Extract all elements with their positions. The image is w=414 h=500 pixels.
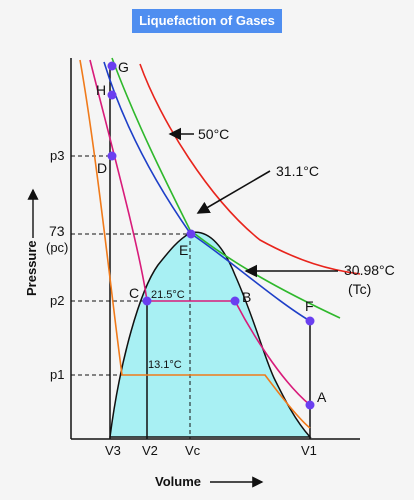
tick-p1-label: p1	[50, 367, 64, 382]
isotherm-tc-label: (Tc)	[348, 281, 371, 297]
isotherm-13-1-curve	[79, 59, 311, 429]
tick-v2-label: V2	[142, 443, 158, 458]
point-a-label: A	[317, 389, 327, 405]
isotherm-50-curve	[139, 63, 361, 275]
two-phase-region	[109, 231, 312, 438]
tick-p2-label: p2	[50, 293, 64, 308]
y-axis-title: Pressure	[24, 240, 39, 296]
point-h-marker	[107, 90, 117, 100]
point-c-marker	[142, 296, 152, 306]
isotherm-21-5-curve	[89, 59, 311, 406]
title-banner: Liquefaction of Gases	[132, 9, 282, 33]
point-f-marker	[305, 316, 315, 326]
point-b-label: B	[242, 289, 251, 305]
isotherm-21-5-label: 21.5°C	[151, 289, 185, 301]
point-e-marker	[186, 229, 196, 239]
point-g-marker	[107, 61, 117, 71]
point-d-marker	[107, 151, 117, 161]
point-h-label: H	[96, 82, 106, 98]
tick-v1-label: V1	[301, 443, 317, 458]
isotherm-13-1-label: 13.1°C	[148, 359, 182, 371]
isotherm-31-1-label: 31.1°C	[276, 163, 319, 179]
point-f-label: F	[305, 298, 314, 314]
x-axis-title: Volume	[155, 474, 201, 489]
isotherm-31-1-arrow	[196, 170, 271, 214]
point-g-label: G	[118, 59, 129, 75]
point-e-label: E	[179, 242, 188, 258]
tick-p3-label: p3	[50, 148, 64, 163]
point-c-label: C	[129, 285, 139, 301]
point-d-label: D	[97, 160, 107, 176]
tick-v3-label: V3	[105, 443, 121, 458]
tick-73-label: 73	[49, 223, 65, 239]
tick-vc-label: Vc	[185, 443, 201, 458]
tick-pc-label: (pc)	[46, 240, 68, 255]
point-b-marker	[230, 296, 240, 306]
isotherm-30-98-label: 30.98°C	[344, 262, 395, 278]
isotherm-50-label: 50°C	[198, 126, 229, 142]
point-a-marker	[305, 400, 315, 410]
